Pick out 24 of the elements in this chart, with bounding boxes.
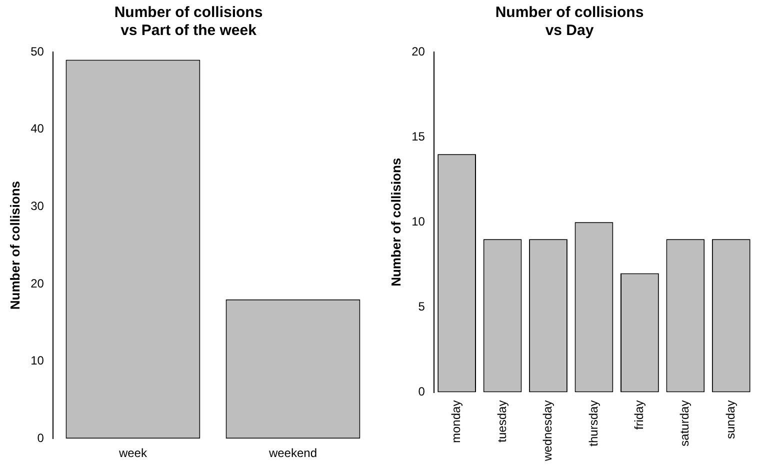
- y-tick-label: 40: [30, 122, 44, 136]
- y-tick-label: 30: [30, 198, 44, 213]
- y-tick-label: 0: [37, 430, 44, 445]
- x-tick-label: wednesday: [540, 400, 555, 462]
- y-axis-title: Number of collisions: [388, 158, 404, 286]
- y-tick-label: 5: [418, 300, 426, 314]
- y-tick-label: 50: [30, 44, 44, 58]
- x-tick-label: saturday: [678, 400, 692, 446]
- y-tick-label: 10: [30, 354, 44, 368]
- x-tick-label: friday: [632, 400, 646, 430]
- x-tick-label: week: [118, 446, 148, 460]
- y-axis-title: Number of collisions: [7, 181, 22, 310]
- x-tick-label: tuesday: [494, 400, 509, 442]
- y-tick-label: 0: [418, 384, 426, 399]
- y-tick-label: 20: [30, 276, 44, 290]
- y-tick-label: 10: [412, 214, 426, 228]
- y-tick-label: 15: [412, 129, 426, 144]
- x-tick-label: monday: [449, 400, 464, 443]
- x-tick-label: thursday: [586, 400, 600, 446]
- chart-title: Number of collisions vs Part of the week: [114, 4, 263, 40]
- y-tick-label: 20: [412, 44, 426, 58]
- x-tick-label: sunday: [723, 400, 738, 439]
- chart-title: Number of collisions vs Day: [495, 4, 644, 40]
- x-tick-label: weekend: [268, 446, 318, 460]
